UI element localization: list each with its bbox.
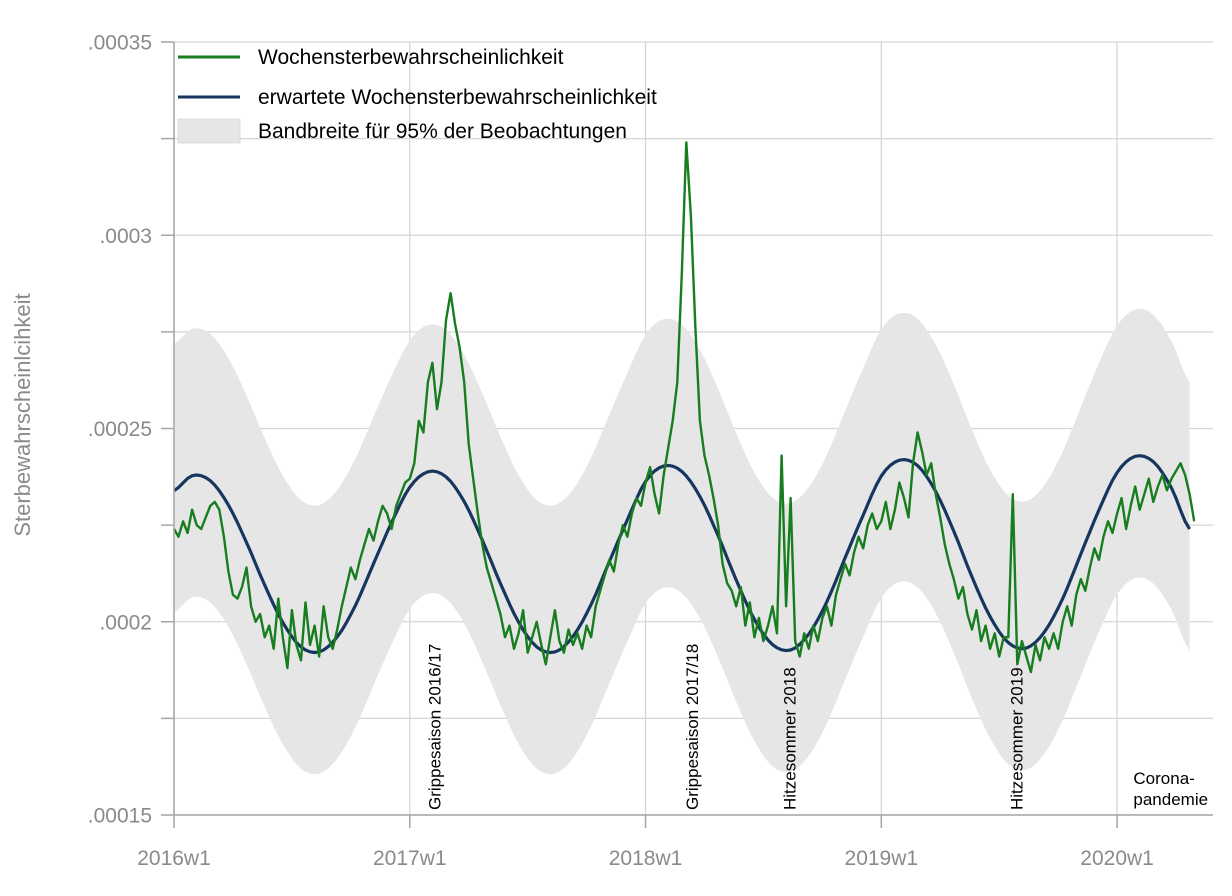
event-annotation: Hitzesommer 2019 [1007, 667, 1026, 810]
x-tick-label: 2017w1 [373, 847, 447, 870]
band-95-percent [174, 308, 1190, 775]
event-annotation: Grippesaison 2016/17 [426, 644, 445, 810]
y-tick-label: .0003 [99, 225, 152, 248]
x-tick-label: 2018w1 [609, 847, 683, 870]
y-tick-label: .00015 [88, 805, 152, 828]
axes: .00015 .0002 .00025 .0003 .00035 2016w1 2017w1… [88, 32, 1213, 870]
event-annotation: pandemie [1133, 790, 1208, 809]
x-tick-label: 2019w1 [845, 847, 919, 870]
y-axis-title: Sterbewahrscheinlcihkeit [10, 293, 35, 536]
legend-label-expected: erwartete Wochensterbewahrscheinlichkeit [258, 86, 657, 109]
data-series [172, 141, 1196, 674]
event-annotation: Grippesaison 2017/18 [683, 644, 702, 810]
annotations: Grippesaison 2016/17 Grippesaison 2017/18… [426, 644, 1208, 810]
x-tick-label: 2020w1 [1080, 847, 1154, 870]
event-annotation: Hitzesommer 2018 [780, 667, 799, 810]
legend-swatch-band-rect [177, 118, 241, 144]
observed-mortality-line [172, 141, 1196, 674]
legend-label-band: Bandbreite für 95% der Beobachtungen [258, 120, 627, 143]
band-95-area [174, 308, 1190, 775]
y-tick-label: .00025 [88, 418, 152, 441]
x-tick-label: 2016w1 [137, 847, 211, 870]
legend: Wochensterbewahrscheinlichkeit erwartete… [177, 46, 657, 144]
event-annotation: Corona- [1133, 769, 1194, 788]
y-tick-label: .0002 [99, 611, 152, 634]
legend-label-observed: Wochensterbewahrscheinlichkeit [258, 46, 564, 69]
y-tick-label: .00035 [88, 32, 152, 55]
